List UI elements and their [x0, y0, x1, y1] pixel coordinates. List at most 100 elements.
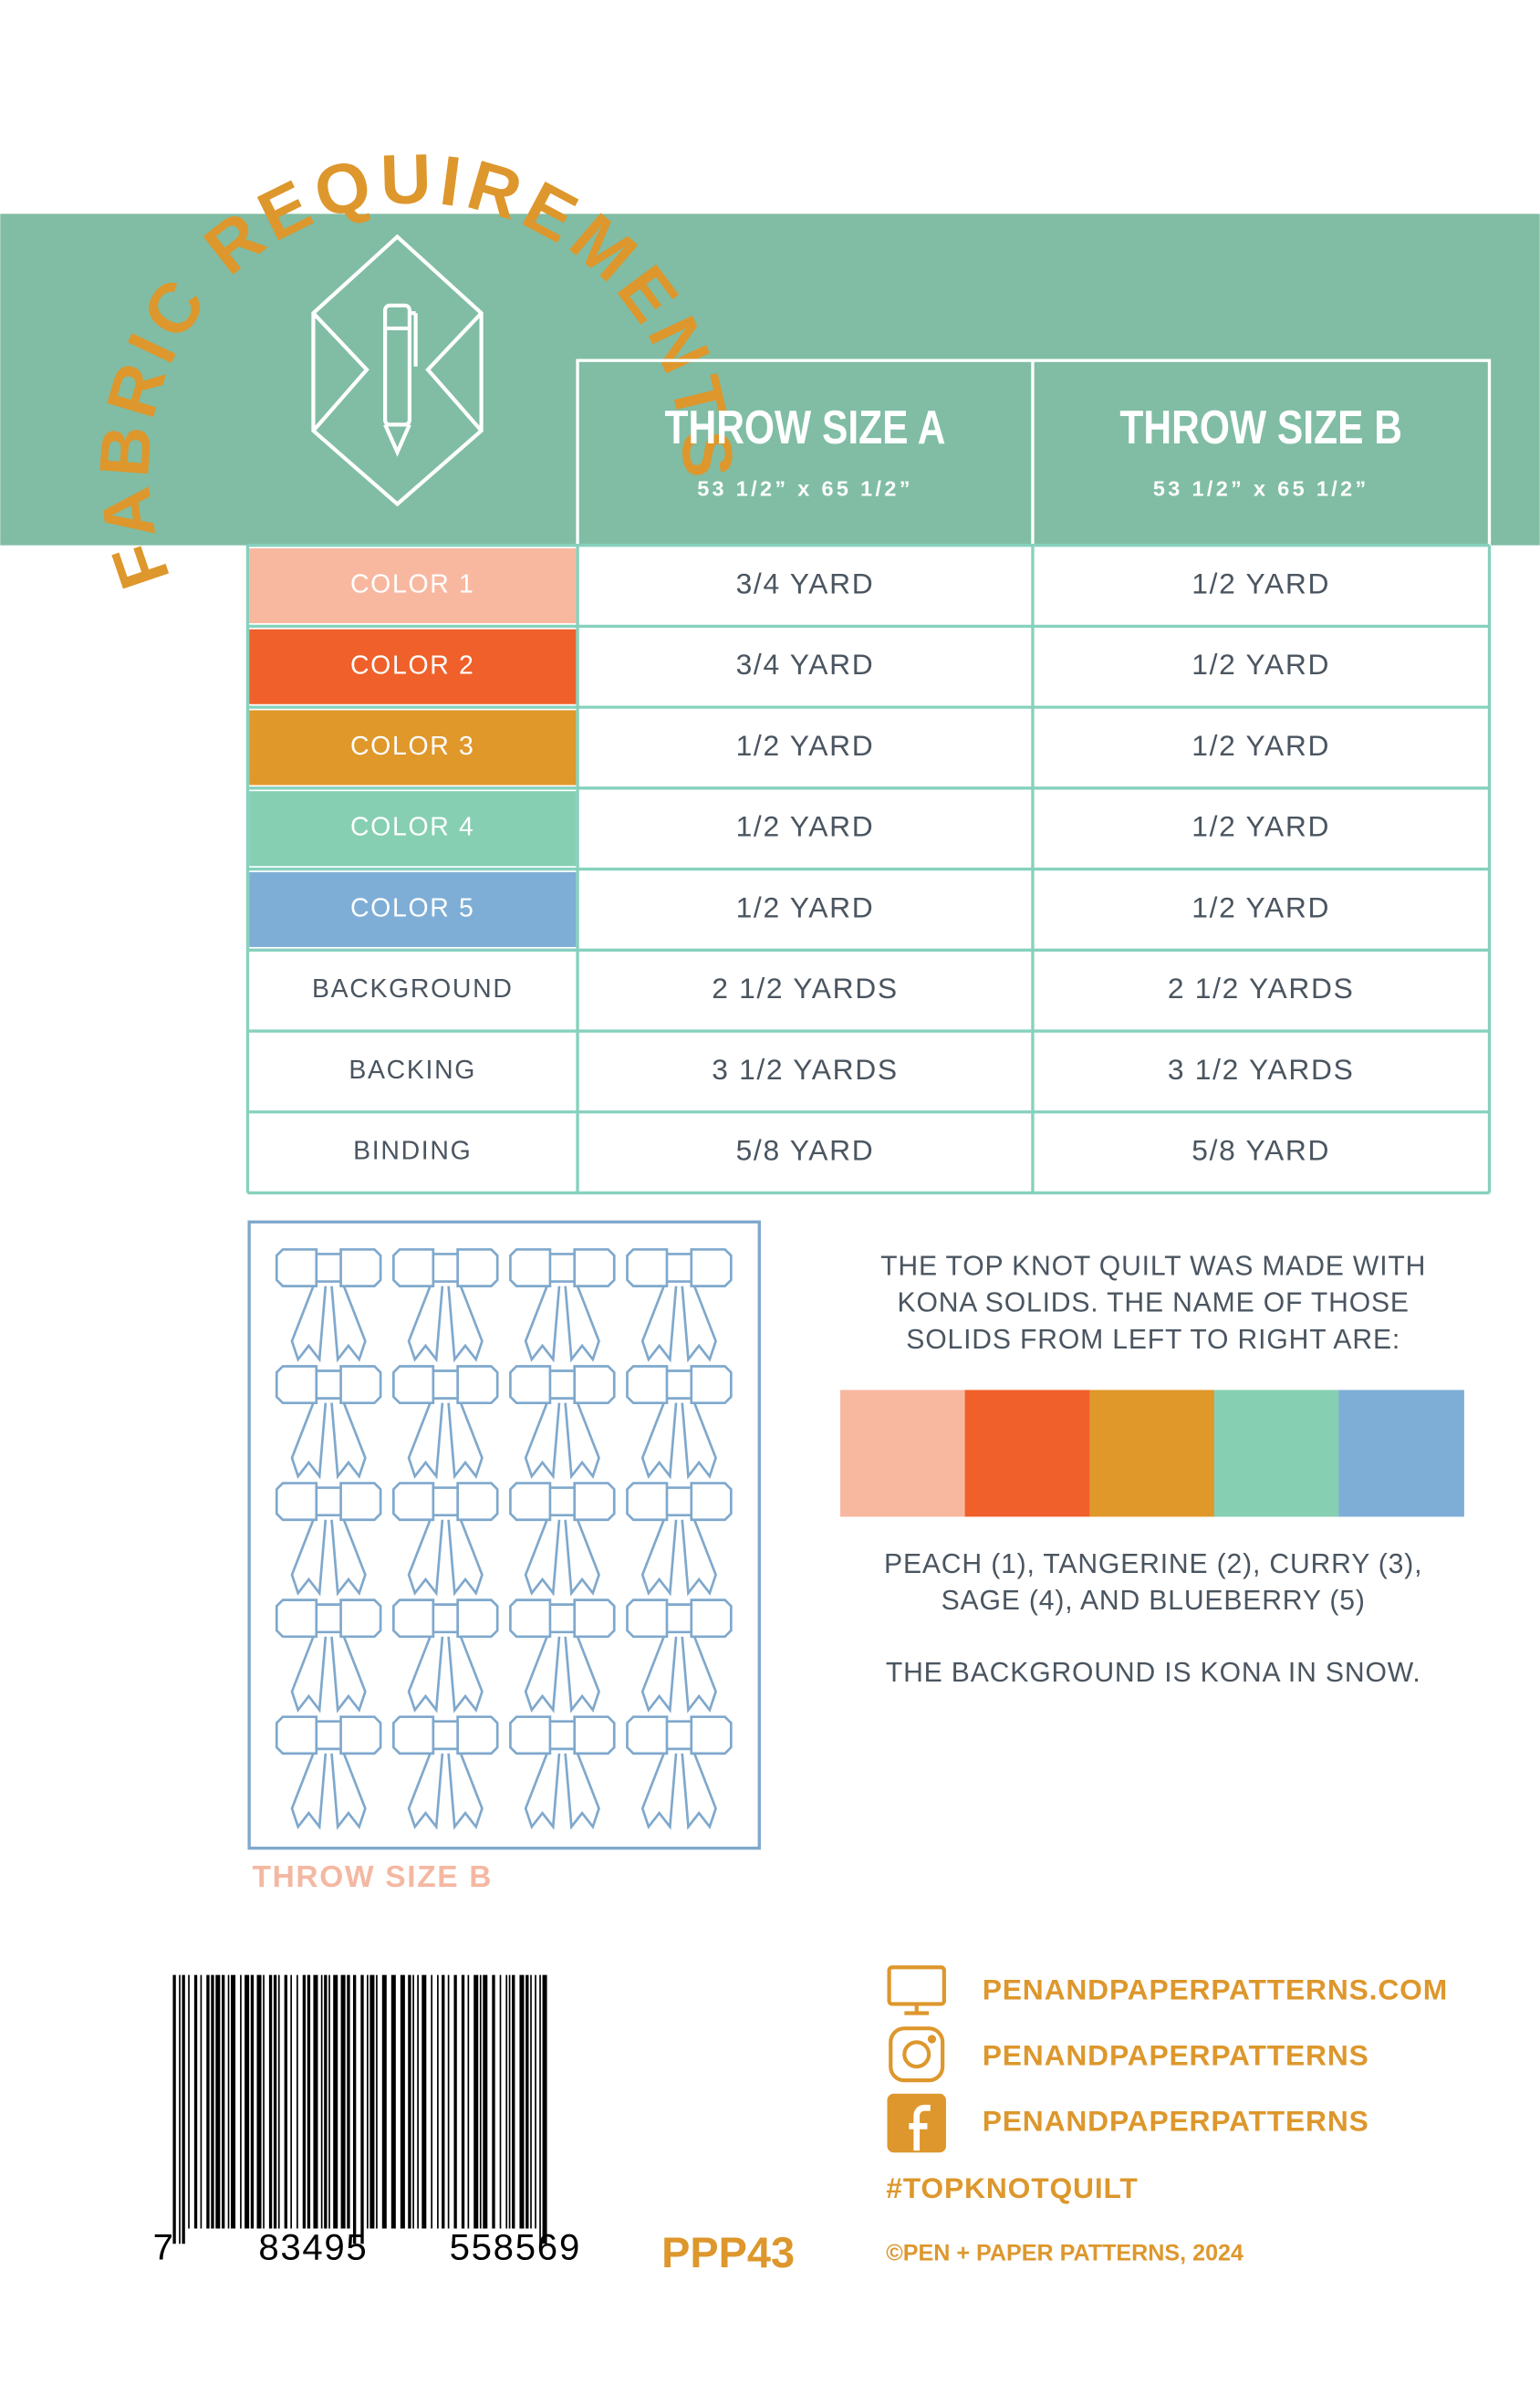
row-label: COLOR 3 — [350, 732, 475, 761]
bar — [367, 1974, 369, 2229]
cell: 1/2 YARD — [736, 810, 875, 843]
cell: 3/4 YARD — [736, 648, 875, 681]
bar — [483, 1974, 488, 2229]
bar — [240, 1974, 242, 2229]
bar — [206, 1974, 210, 2229]
cell: 5/8 YARD — [1191, 1134, 1330, 1167]
cell: 1/2 YARD — [1191, 810, 1330, 843]
fabric-swatch — [840, 1390, 966, 1517]
bar — [442, 1974, 445, 2229]
bar — [290, 1974, 293, 2229]
cell: 3 1/2 YARDS — [712, 1053, 899, 1086]
row-label: BACKING — [349, 1056, 476, 1085]
barcode-digits: 7 — [153, 2227, 175, 2268]
column-size: 53 1/2” x 65 1/2” — [697, 477, 913, 501]
column-size: 53 1/2” x 65 1/2” — [1153, 477, 1369, 501]
bar — [250, 1974, 255, 2229]
bar — [297, 1974, 298, 2229]
notes: THE TOP KNOT QUILT WAS MADE WITH KONA SOL… — [840, 1251, 1464, 1688]
row-label: BACKGROUND — [312, 974, 514, 1004]
bar — [215, 1974, 221, 2229]
bar — [431, 1974, 433, 2229]
bar — [268, 1974, 273, 2229]
bar — [200, 1974, 203, 2229]
bar — [473, 1974, 479, 2229]
cell: 1/2 YARD — [1191, 729, 1330, 762]
bow — [275, 1598, 382, 1713]
bar — [333, 1974, 338, 2229]
fabric-swatch — [964, 1390, 1091, 1517]
bow — [626, 1365, 733, 1480]
bar — [313, 1974, 318, 2229]
fabric-swatch — [1338, 1390, 1464, 1517]
bow — [391, 1365, 499, 1480]
hashtag: #TOPKNOTQUILT — [886, 2171, 1138, 2204]
instagram[interactable]: PENANDPAPERPATTERNS — [983, 2038, 1369, 2071]
bar — [231, 1974, 236, 2229]
bar — [193, 1974, 198, 2229]
logo — [311, 234, 484, 507]
cell: 5/8 YARD — [736, 1134, 875, 1167]
cell: 3 1/2 YARDS — [1168, 1053, 1355, 1086]
bar — [519, 1974, 525, 2229]
website[interactable]: PENANDPAPERPATTERNS.COM — [983, 1973, 1448, 2005]
bow — [391, 1482, 499, 1597]
bar — [447, 1974, 450, 2229]
bow — [275, 1715, 382, 1830]
bar — [542, 1974, 547, 2244]
intro-line: THE TOP KNOT QUILT WAS MADE WITH — [880, 1251, 1426, 1281]
row-label: COLOR 1 — [350, 570, 475, 599]
bar — [505, 1974, 508, 2229]
bar — [461, 1974, 465, 2229]
bar — [245, 1974, 250, 2229]
bar — [182, 1974, 185, 2244]
bar — [437, 1974, 439, 2229]
intro-line: KONA SOLIDS. THE NAME OF THOSE — [898, 1288, 1410, 1318]
bar — [302, 1974, 307, 2229]
bow — [626, 1715, 733, 1830]
bar — [369, 1974, 375, 2229]
bow — [626, 1482, 733, 1597]
cell: 2 1/2 YARDS — [1168, 972, 1355, 1005]
row-label: COLOR 2 — [350, 651, 475, 680]
bow — [509, 1248, 616, 1363]
cell: 1/2 YARD — [1191, 648, 1330, 681]
color-swatch — [249, 871, 577, 947]
barcode: 7 83495 55856 9 — [153, 1974, 581, 2268]
quilt-caption: THROW SIZE B — [252, 1860, 493, 1894]
bar — [340, 1974, 346, 2229]
bow — [626, 1248, 733, 1363]
bar — [188, 1974, 190, 2229]
bar — [512, 1974, 515, 2229]
barcode-digits: 9 — [559, 2227, 581, 2268]
bar — [508, 1974, 511, 2229]
names-line: SAGE (4), AND BLUEBERRY (5) — [942, 1586, 1366, 1616]
facebook[interactable]: PENANDPAPERPATTERNS — [983, 2104, 1369, 2137]
bar — [307, 1974, 311, 2229]
column-title: THROW SIZE A — [665, 401, 946, 454]
row-label: COLOR 4 — [350, 813, 475, 842]
names-line: PEACH (1), TANGERINE (2), CURRY (3), — [884, 1549, 1422, 1579]
bar — [352, 1974, 357, 2244]
bow — [509, 1598, 616, 1713]
bow — [509, 1715, 616, 1830]
bar — [256, 1974, 262, 2229]
quilt-frame — [247, 1220, 761, 1850]
bow — [626, 1598, 733, 1713]
bar — [421, 1974, 427, 2229]
bar — [227, 1974, 230, 2229]
sku: PPP43 — [661, 2229, 795, 2276]
cell: 1/2 YARD — [736, 729, 875, 762]
bar — [277, 1974, 280, 2229]
bar — [211, 1974, 214, 2229]
background-note: THE BACKGROUND IS KONA IN SNOW. — [886, 1658, 1421, 1688]
table: THROW SIZE A 53 1/2” x 65 1/2” THROW SIZE … — [245, 359, 1492, 1195]
bow — [275, 1365, 382, 1480]
header-band — [0, 213, 1540, 546]
bow — [509, 1365, 616, 1480]
quilt-diagram — [275, 1248, 733, 1830]
color-swatch — [249, 629, 577, 704]
